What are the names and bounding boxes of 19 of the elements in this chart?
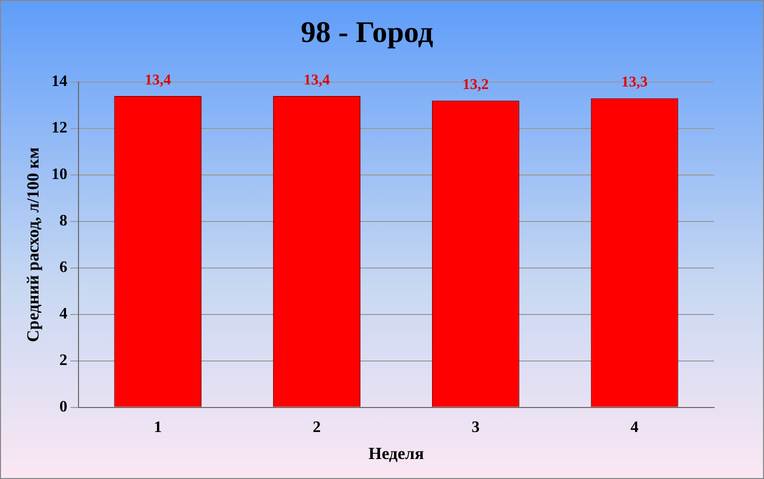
x-tick-label: 4 — [630, 419, 639, 436]
x-tick-label: 2 — [312, 419, 321, 436]
y-tick-label: 4 — [59, 306, 68, 323]
y-tick-label: 2 — [59, 352, 68, 370]
y-axis-title: Средний расход, л/100 км — [24, 146, 43, 342]
x-axis-title: Неделя — [368, 444, 424, 464]
x-tick-label: 1 — [154, 419, 162, 436]
y-tick-label: 8 — [59, 212, 68, 230]
y-tick-label: 12 — [51, 120, 68, 137]
y-tick-label: 6 — [59, 259, 68, 276]
data-label: 13,2 — [462, 76, 489, 93]
chart-title: 98 - Город — [300, 16, 434, 49]
data-label: 13,3 — [621, 74, 648, 91]
y-tick-label: 0 — [59, 398, 68, 416]
y-tick-label: 14 — [51, 73, 68, 90]
x-tick-label: 3 — [472, 419, 480, 436]
data-label: 13,4 — [304, 72, 330, 88]
y-tick-label: 10 — [51, 166, 68, 184]
data-label: 13,4 — [144, 72, 172, 88]
